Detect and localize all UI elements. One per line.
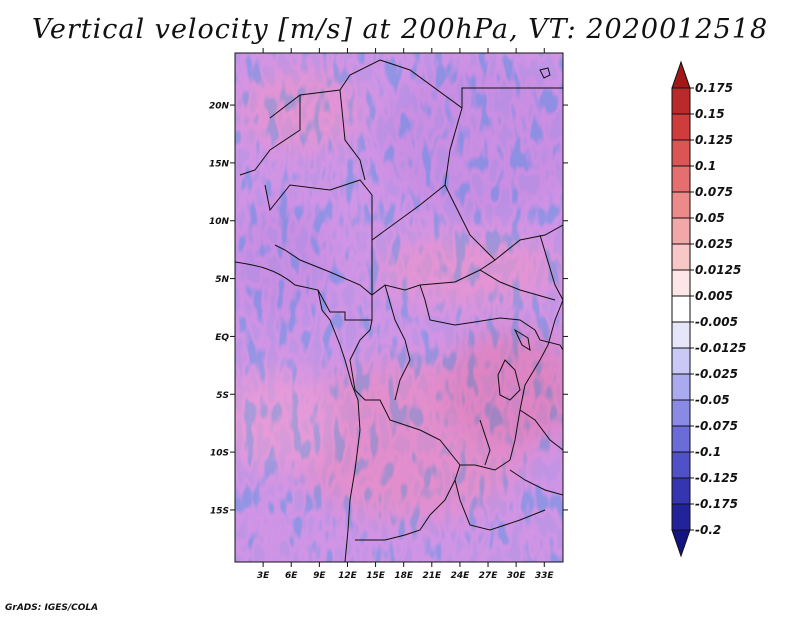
colorbar-label: 0.175 <box>695 81 733 95</box>
colorbar-label: 0.0125 <box>695 263 741 277</box>
colorbar-swatch <box>671 87 691 115</box>
colorbar-label: -0.075 <box>695 419 738 433</box>
colorbar-label: 0.025 <box>695 237 733 251</box>
colorbar-swatch <box>671 217 691 245</box>
latitude-axis: 20N 15N 10N 5N EQ 5S 10S 15S <box>209 102 568 516</box>
lon-label: 3E <box>257 571 270 581</box>
velocity-field <box>235 53 563 562</box>
colorbar-label: 0.125 <box>695 133 733 147</box>
lat-label: 15N <box>209 159 230 169</box>
colorbar: 0.175 0.15 0.125 0.1 0.075 0.05 0.025 0.0125 0.0… <box>671 60 746 558</box>
velocity-texture <box>235 53 563 562</box>
country-borders <box>235 59 563 562</box>
lon-label: 33E <box>535 571 555 581</box>
colorbar-swatch <box>671 191 691 219</box>
colorbar-label: 0.005 <box>695 289 733 303</box>
lon-label: 6E <box>285 571 298 581</box>
colorbar-label: 0.05 <box>695 211 725 225</box>
map-frame <box>234 52 564 563</box>
colorbar-swatch <box>671 373 691 401</box>
colorbar-swatch <box>671 425 691 453</box>
colorbar-label: 0.075 <box>695 185 733 199</box>
lon-label: 9E <box>313 571 326 581</box>
map-title: Vertical velocity [m/s] at 200hPa, VT: 2… <box>31 14 769 45</box>
colorbar-label: -0.0125 <box>695 341 746 355</box>
lon-label: 24E <box>451 571 471 581</box>
colorbar-swatch <box>671 477 691 505</box>
colorbar-swatch <box>671 321 691 349</box>
colorbar-min-arrow <box>671 529 691 558</box>
lon-label: 21E <box>422 571 442 581</box>
lat-label: EQ <box>215 333 229 343</box>
colorbar-swatch <box>671 399 691 427</box>
lon-label: 15E <box>366 571 386 581</box>
lon-label: 27E <box>479 571 499 581</box>
colorbar-label: -0.125 <box>695 471 738 485</box>
lat-label: 15S <box>210 506 229 516</box>
lat-label: 10N <box>209 217 230 227</box>
colorbar-swatch <box>671 243 691 271</box>
lon-label: 30E <box>507 571 527 581</box>
colorbar-swatch <box>671 139 691 167</box>
lat-label: 20N <box>209 102 230 112</box>
colorbar-swatch <box>671 451 691 479</box>
colorbar-label: -0.05 <box>695 393 730 407</box>
colorbar-swatch <box>671 295 691 323</box>
longitude-axis: 3E 6E 9E 12E 15E 18E 21E 24E 27E 30E 33E <box>257 48 555 581</box>
colorbar-swatch <box>671 347 691 375</box>
colorbar-swatch <box>671 113 691 141</box>
grads-credit: GrADS: IGES/COLA <box>5 603 99 613</box>
colorbar-label: 0.1 <box>695 159 716 173</box>
colorbar-swatch <box>671 503 691 531</box>
lat-label: 10S <box>210 449 229 459</box>
lat-label: 5N <box>215 275 229 285</box>
colorbar-label: -0.005 <box>695 315 738 329</box>
map-plot-area <box>234 52 564 563</box>
lat-label: 5S <box>216 391 229 401</box>
colorbar-label: -0.175 <box>695 497 738 511</box>
colorbar-label: -0.1 <box>695 445 721 459</box>
colorbar-label: -0.025 <box>695 367 738 381</box>
colorbar-swatch <box>671 165 691 193</box>
colorbar-label: -0.2 <box>695 523 721 537</box>
colorbar-label: 0.15 <box>695 107 725 121</box>
colorbar-swatch <box>671 269 691 297</box>
lon-label: 18E <box>394 571 414 581</box>
lon-label: 12E <box>338 571 358 581</box>
colorbar-max-arrow <box>671 60 691 89</box>
